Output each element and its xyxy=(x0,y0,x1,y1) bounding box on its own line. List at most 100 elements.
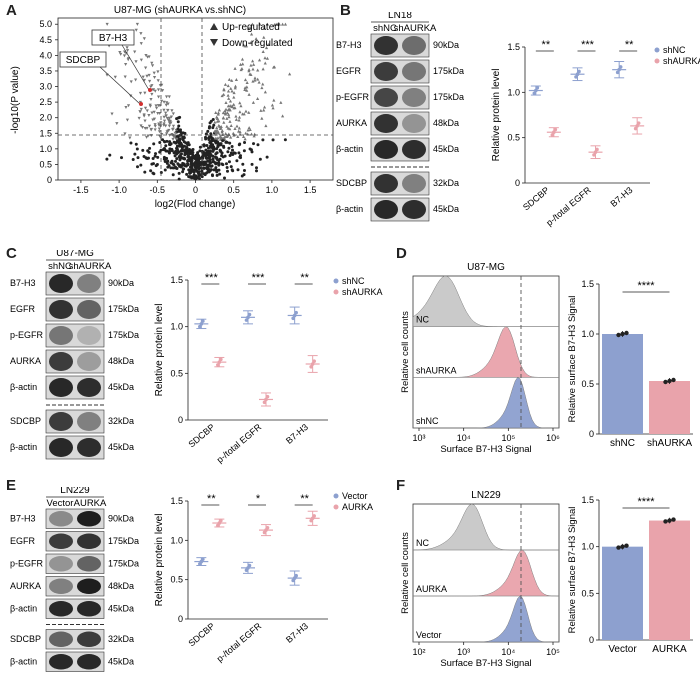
volcano-point xyxy=(144,66,148,70)
triangle-up-icon xyxy=(210,23,218,30)
hist-ylabel: Relative cell counts xyxy=(400,311,411,393)
volcano-title: U87-MG (shAURKA vs.shNC) xyxy=(114,5,246,16)
volcano-point xyxy=(244,109,248,113)
volcano-point xyxy=(223,109,227,113)
blot-kda-label: 175kDa xyxy=(433,92,464,102)
data-point xyxy=(593,150,598,154)
volcano-point xyxy=(156,88,161,92)
blot-protein-label: AURKA xyxy=(10,356,41,366)
volcano-point xyxy=(138,91,143,95)
data-point xyxy=(667,378,672,384)
hist-xtick: 10⁵ xyxy=(546,647,560,657)
volcano-point xyxy=(227,115,231,119)
volcano-point xyxy=(230,89,234,93)
volcano-point xyxy=(229,165,233,169)
volcano-point xyxy=(227,146,231,150)
volcano-point xyxy=(247,68,251,72)
volcano-point xyxy=(215,151,219,155)
quant-xtick: SDCBP xyxy=(186,621,216,649)
bar xyxy=(602,334,643,434)
blot-band xyxy=(77,654,101,670)
blot-band xyxy=(49,352,73,371)
volcano-point xyxy=(140,126,145,130)
volcano-point xyxy=(166,108,170,112)
volcano-point xyxy=(238,155,242,159)
data-point xyxy=(671,377,676,383)
volcano-point xyxy=(122,54,127,58)
volcano-point xyxy=(126,57,131,61)
volcano-point xyxy=(134,78,138,82)
volcano-ytick: 0.5 xyxy=(39,159,52,169)
volcano-point xyxy=(219,136,223,140)
volcano-point xyxy=(222,88,226,92)
legend-marker xyxy=(333,493,339,499)
volcano-point xyxy=(124,62,128,66)
volcano-point xyxy=(168,147,172,151)
volcano-point xyxy=(185,146,189,150)
blot-lane-label: AURKA xyxy=(74,498,107,509)
volcano-point xyxy=(147,124,152,128)
blot-kda-label: 32kDa xyxy=(108,416,134,426)
blot-band xyxy=(402,36,426,55)
volcano-point xyxy=(225,116,229,120)
volcano-point xyxy=(173,134,177,138)
blot-kda-label: 45kDa xyxy=(433,204,459,214)
volcano-point xyxy=(149,134,153,138)
legend-label: shNC xyxy=(342,276,365,286)
hist-ylabel: Relative cell counts xyxy=(400,532,411,614)
legend-label: shAURKA xyxy=(342,287,383,297)
data-point xyxy=(553,127,558,132)
blot-kda-label: 48kDa xyxy=(433,118,459,128)
data-point xyxy=(616,332,621,338)
hist-xtick: 10⁴ xyxy=(457,433,471,443)
volcano-point xyxy=(150,61,154,65)
data-point xyxy=(219,518,223,523)
volcano-point xyxy=(251,59,255,63)
volcano-point xyxy=(231,148,235,152)
volcano-ytick: 2.5 xyxy=(39,97,52,107)
legend-label: shAURKA xyxy=(663,56,700,66)
quant-ylabel: Relative protein level xyxy=(154,304,165,397)
data-point xyxy=(219,357,223,362)
volcano-point xyxy=(185,172,189,176)
volcano-point xyxy=(143,119,147,123)
volcano-point xyxy=(164,103,168,107)
volcano-point xyxy=(158,134,162,138)
blot-protein-label: β-actin xyxy=(10,442,37,452)
volcano-point xyxy=(156,79,160,83)
volcano-point xyxy=(110,112,114,116)
volcano-plot: U87-MG (shAURKA vs.shNC) 0 0.5 1.0 1.5 2.0 2.… xyxy=(10,5,334,210)
volcano-point xyxy=(158,111,162,115)
volcano-point xyxy=(139,58,143,62)
data-point xyxy=(575,72,580,76)
volcano-point xyxy=(279,100,283,104)
volcano-point xyxy=(147,73,151,77)
blot-protein-label: p-EGFR xyxy=(10,330,44,340)
volcano-point xyxy=(262,108,266,112)
volcano-point xyxy=(202,172,206,176)
blot-band xyxy=(77,533,101,549)
blot-protein-label: SDCBP xyxy=(10,416,41,426)
volcano-point xyxy=(194,157,198,161)
data-point xyxy=(633,126,638,131)
volcano-point xyxy=(207,138,211,142)
volcano-point xyxy=(221,155,225,159)
data-point xyxy=(667,518,672,523)
volcano-point xyxy=(232,151,236,155)
volcano-point xyxy=(217,168,221,172)
volcano-point xyxy=(211,154,215,158)
volcano-point xyxy=(139,163,143,167)
histogram-curve xyxy=(412,503,559,551)
blot-kda-label: 45kDa xyxy=(108,442,134,452)
volcano-point xyxy=(247,92,251,96)
volcano-point xyxy=(227,96,231,100)
hist-row-label: Vector xyxy=(416,630,442,640)
volcano-point xyxy=(232,95,236,99)
volcano-point xyxy=(251,79,255,83)
data-point xyxy=(532,91,537,96)
volcano-point xyxy=(215,173,219,177)
volcano-xtick: 1.5 xyxy=(304,185,317,195)
blot-band xyxy=(49,438,73,457)
volcano-point xyxy=(164,114,168,118)
volcano-point xyxy=(232,91,236,95)
